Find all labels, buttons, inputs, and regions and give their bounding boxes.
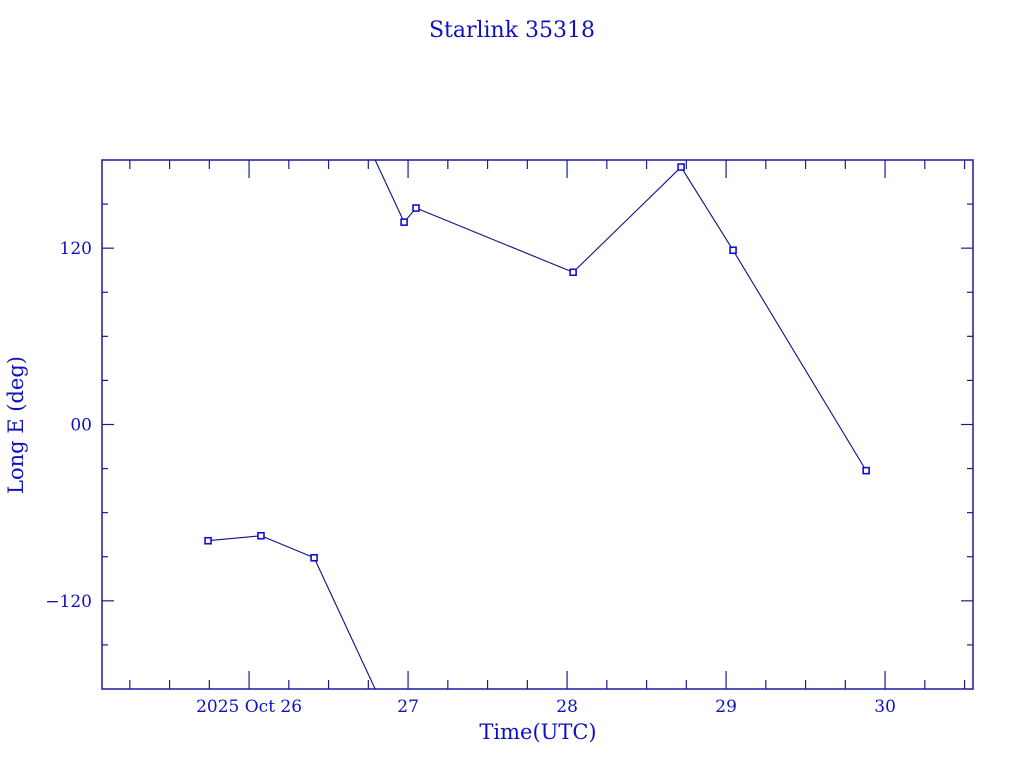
x-tick-label: 27 — [397, 697, 419, 717]
series-line-segment — [208, 535, 262, 542]
series-markers — [204, 163, 870, 562]
series-line-segment — [313, 557, 376, 690]
x-tick-label: 30 — [874, 697, 896, 717]
series-lines — [208, 159, 867, 690]
y-tick-label: 120 — [60, 239, 92, 259]
chart-title: Starlink 35318 — [429, 18, 595, 43]
series-line-segment — [680, 166, 734, 251]
y-tick-label: 00 — [70, 416, 92, 436]
plot-frame — [101, 159, 974, 690]
axis-ticks — [102, 160, 973, 689]
data-point — [310, 553, 318, 562]
data-point — [862, 466, 870, 475]
x-tick-label: 28 — [556, 697, 578, 717]
series-line-segment — [415, 207, 574, 273]
series-line-segment — [260, 535, 315, 559]
data-point — [412, 204, 420, 212]
data-point — [400, 218, 408, 226]
data-point — [569, 268, 577, 277]
x-axis-label: Time(UTC) — [479, 720, 596, 744]
data-point — [204, 536, 212, 545]
x-tick-label: 29 — [715, 697, 737, 717]
data-point — [257, 531, 265, 540]
y-axis-label: Long E (deg) — [4, 356, 28, 494]
tick-labels: 2025 Oct 26 27 28 29 30 120 00 −120 — [45, 239, 896, 717]
series-line-segment — [732, 249, 867, 471]
x-tick-label: 2025 Oct 26 — [196, 697, 302, 717]
series-line-segment — [374, 159, 405, 223]
y-tick-label: −120 — [45, 592, 92, 612]
series-line-segment — [572, 166, 682, 273]
data-point — [677, 163, 685, 171]
data-point — [729, 246, 737, 255]
